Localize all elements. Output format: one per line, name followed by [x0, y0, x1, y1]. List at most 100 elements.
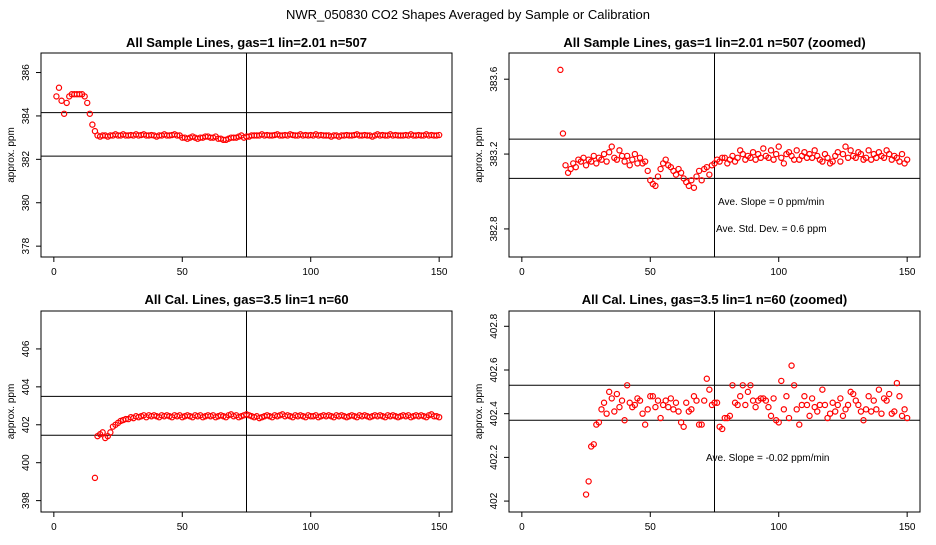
data-point	[778, 154, 785, 162]
data-point	[698, 177, 705, 184]
data-point	[81, 93, 88, 100]
data-point	[63, 99, 70, 107]
data-point	[898, 150, 906, 158]
data-point	[734, 401, 741, 409]
data-point	[767, 412, 775, 420]
data-point	[603, 410, 610, 417]
data-point	[672, 171, 680, 178]
panel-3: All Cal. Lines, gas=3.5 lin=1 n=60 0 50 100…	[6, 292, 453, 533]
data-point	[713, 399, 721, 406]
data-point	[729, 152, 736, 160]
data-point	[852, 154, 859, 162]
data-point	[567, 165, 574, 173]
data-point	[618, 397, 626, 404]
data-point	[806, 412, 813, 420]
data-point	[793, 147, 800, 154]
x-tick-label: 150	[899, 267, 916, 278]
data-point	[698, 421, 705, 428]
figure-title: NWR_050830 CO2 Shapes Averaged by Sample…	[286, 7, 650, 22]
data-point	[99, 429, 106, 436]
data-point	[770, 156, 777, 163]
panel-2: All Sample Lines, gas=1 lin=2.01 n=507 (…	[474, 35, 921, 278]
data-point	[832, 408, 839, 415]
series-1	[53, 84, 443, 144]
data-point	[819, 386, 826, 393]
data-point	[629, 156, 636, 163]
x-tick-label: 150	[899, 522, 916, 533]
data-point	[891, 408, 898, 415]
data-point	[53, 93, 60, 100]
y-tick-label: 402.2	[489, 444, 500, 469]
data-point	[744, 388, 752, 396]
x-tick-label: 0	[519, 522, 525, 533]
data-point	[865, 147, 872, 154]
data-point	[767, 147, 775, 154]
data-point	[706, 171, 713, 178]
data-point	[898, 412, 906, 420]
data-point	[605, 388, 613, 396]
data-point	[829, 158, 836, 165]
data-point	[742, 401, 749, 409]
data-point	[778, 377, 785, 385]
data-point	[790, 156, 798, 163]
data-point	[839, 412, 847, 420]
data-point	[613, 156, 621, 163]
y-tick-label: 378	[21, 237, 32, 254]
y-tick-label: 404	[21, 378, 32, 395]
data-point	[76, 91, 83, 98]
x-tick-label: 100	[302, 267, 319, 278]
data-point	[885, 150, 893, 158]
data-point	[608, 395, 615, 402]
data-point	[657, 165, 664, 173]
data-point	[631, 150, 639, 158]
data-point	[585, 478, 592, 485]
data-point	[695, 167, 703, 175]
data-point	[631, 401, 639, 409]
data-point	[683, 399, 690, 406]
x-tick-label: 50	[177, 267, 189, 278]
data-point	[860, 417, 867, 424]
data-point	[757, 395, 764, 402]
data-point	[688, 177, 695, 184]
panel-title: All Cal. Lines, gas=3.5 lin=1 n=60	[144, 292, 348, 307]
data-point	[749, 148, 757, 156]
data-point	[84, 99, 91, 107]
data-point	[680, 423, 687, 430]
y-axis-label: approx. ppm	[474, 384, 485, 440]
y-tick-label: 402	[489, 492, 500, 509]
data-point	[685, 182, 693, 190]
data-point	[783, 393, 790, 400]
data-point	[808, 154, 816, 162]
data-point	[701, 397, 708, 404]
data-point	[839, 150, 847, 158]
data-point	[603, 158, 610, 165]
data-point	[613, 390, 621, 398]
y-tick-label: 386	[21, 64, 32, 81]
data-point	[636, 397, 644, 404]
data-point	[703, 375, 710, 382]
data-point	[559, 130, 567, 137]
data-point	[562, 162, 569, 169]
y-tick-label: 406	[21, 340, 32, 357]
data-point	[803, 401, 811, 409]
data-point	[590, 441, 597, 448]
data-point	[649, 393, 657, 400]
data-point	[611, 408, 618, 415]
data-point	[837, 395, 844, 402]
data-point	[647, 393, 654, 400]
series-1	[91, 411, 443, 482]
data-point	[749, 397, 757, 404]
x-tick-label: 50	[177, 522, 189, 533]
panel-title: All Cal. Lines, gas=3.5 lin=1 n=60 (zoom…	[582, 292, 848, 307]
data-point	[623, 152, 631, 160]
data-point	[590, 152, 597, 160]
data-point	[772, 150, 780, 158]
data-point	[788, 362, 795, 369]
y-axis-label: approx. ppm	[6, 127, 17, 183]
data-point	[580, 154, 587, 162]
data-point	[557, 66, 564, 74]
data-point	[636, 154, 644, 162]
data-point	[819, 158, 826, 165]
data-point	[600, 399, 608, 406]
data-point	[670, 406, 677, 413]
